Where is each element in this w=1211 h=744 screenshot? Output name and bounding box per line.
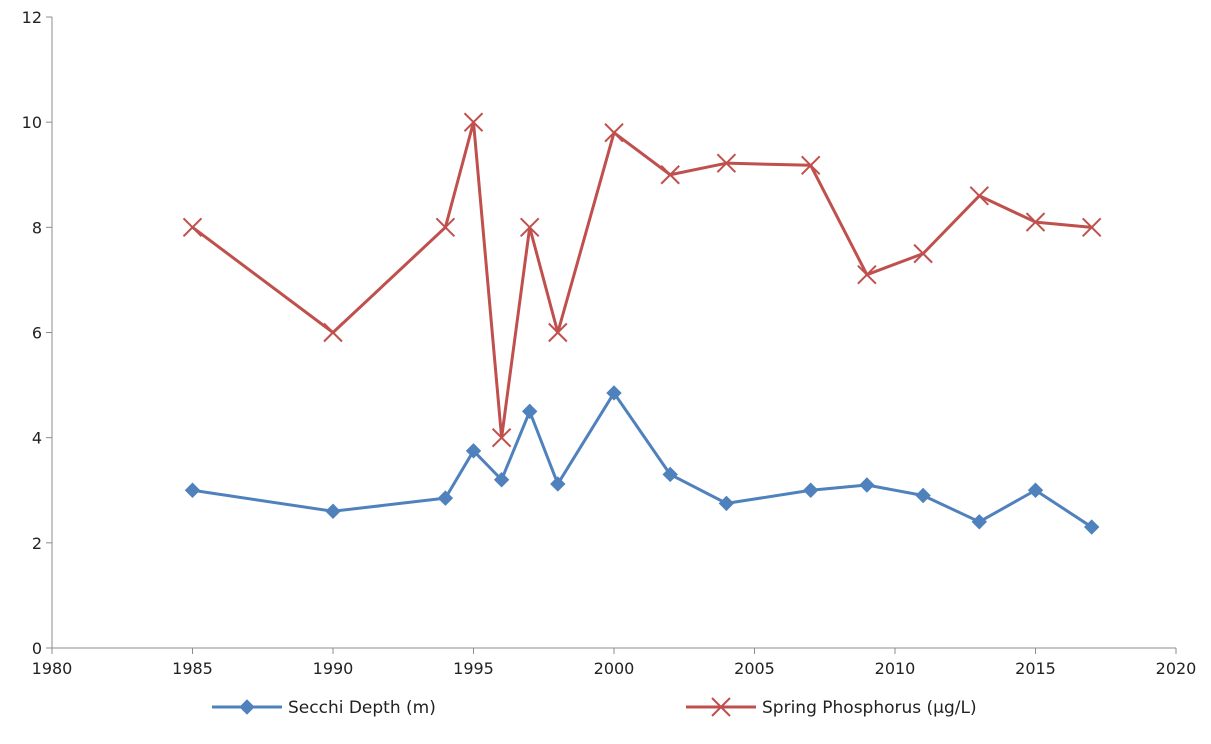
data-point-secchi-depth [971,514,988,530]
data-point-spring-phosphorus-stroke-b [463,112,484,132]
legend-item-spring-phosphorus: Spring Phosphorus (µg/L) [686,697,977,718]
x-tick-label: 2020 [1156,659,1197,678]
data-point-spring-phosphorus-stroke-b [435,217,456,238]
data-point-spring-phosphorus-stroke-b [800,155,821,175]
x-tick-label: 1995 [453,659,494,678]
data-point-secchi-depth [718,495,735,512]
data-point-secchi-depth [802,482,819,498]
legend-marker-spring-phosphorus [711,697,731,717]
legend-item-secchi-depth: Secchi Depth (m) [212,698,436,718]
y-tick-label: 12 [22,8,42,27]
data-point-secchi-depth [859,477,875,493]
data-point-spring-phosphorus [1025,212,1046,232]
legend-marker-secchi-depth [239,699,255,715]
data-point-spring-phosphorus [1081,217,1102,238]
data-point-spring-phosphorus-stroke-b [491,427,512,448]
x-tick-label: 2010 [875,659,916,678]
data-point-secchi-depth [915,487,931,504]
data-point-spring-phosphorus-stroke-b [519,217,540,238]
series-secchi-depth [184,385,1100,535]
y-tick-label: 4 [32,429,42,448]
data-point-secchi-depth [437,490,454,506]
data-point-secchi-depth [606,385,622,401]
data-point-spring-phosphorus [519,217,540,238]
legend-marker-spring-phosphorus-stroke-b [711,697,731,717]
legend: Secchi Depth (m) Spring Phosphorus (µg/L) [212,697,977,718]
data-point-secchi-depth [184,482,201,498]
series-line-spring-phosphorus [191,120,1094,440]
data-point-spring-phosphorus [716,153,737,173]
data-point-spring-phosphorus [463,112,484,132]
data-point-spring-phosphorus-stroke-b [323,322,343,343]
y-tick-label: 8 [32,218,42,237]
data-point-secchi-depth [662,466,678,483]
axes-layer [51,17,1176,649]
data-point-secchi-depth [1083,519,1100,535]
x-tick-label: 1990 [313,659,354,678]
data-point-spring-phosphorus-stroke-b [716,153,737,173]
data-point-spring-phosphorus-stroke-b [913,243,933,264]
data-point-spring-phosphorus-stroke-b [857,264,877,285]
series-line-secchi-depth [191,391,1094,529]
y-tick-label: 0 [32,639,42,658]
data-point-secchi-depth [325,503,341,519]
data-point-spring-phosphorus-stroke-b [548,322,568,343]
y-tick-label: 6 [32,324,42,343]
data-point-spring-phosphorus-stroke-b [1081,217,1102,238]
y-tick-label: 2 [32,534,42,553]
data-point-spring-phosphorus-stroke-b [604,122,624,143]
data-point-spring-phosphorus [913,243,933,264]
data-point-spring-phosphorus [182,217,203,238]
y-tick-label: 10 [22,113,42,132]
data-point-spring-phosphorus-stroke-b [1025,212,1046,232]
x-tick-label: 2015 [1015,659,1056,678]
data-point-spring-phosphorus [604,122,624,143]
data-point-secchi-depth [493,472,510,488]
data-point-spring-phosphorus [857,264,877,285]
data-point-spring-phosphorus-stroke-b [182,217,203,238]
data-point-spring-phosphorus [548,322,568,343]
legend-label-spring-phosphorus: Spring Phosphorus (µg/L) [762,698,977,718]
data-point-spring-phosphorus [660,165,680,185]
ticks-layer: 0 2 4 6 8 10 12 1980 1985 1990 1995 2000 2005 2010 201… [22,8,1197,678]
data-point-spring-phosphorus [435,217,456,238]
x-tick-label: 1985 [172,659,213,678]
data-point-spring-phosphorus [491,427,512,448]
data-point-spring-phosphorus-stroke-b [660,165,680,185]
legend-label-secchi-depth: Secchi Depth (m) [288,698,436,718]
data-point-spring-phosphorus [323,322,343,343]
data-point-secchi-depth [550,476,566,492]
data-point-spring-phosphorus [969,186,990,206]
series-layer [182,112,1102,535]
data-point-spring-phosphorus [800,155,821,175]
x-tick-label: 1980 [32,659,73,678]
x-tick-label: 2000 [594,659,635,678]
data-point-secchi-depth [1027,482,1044,498]
data-point-secchi-depth [521,403,538,420]
series-spring-phosphorus [182,112,1102,448]
x-tick-label: 2005 [734,659,775,678]
data-point-spring-phosphorus-stroke-b [969,186,990,206]
data-point-secchi-depth [465,443,482,459]
